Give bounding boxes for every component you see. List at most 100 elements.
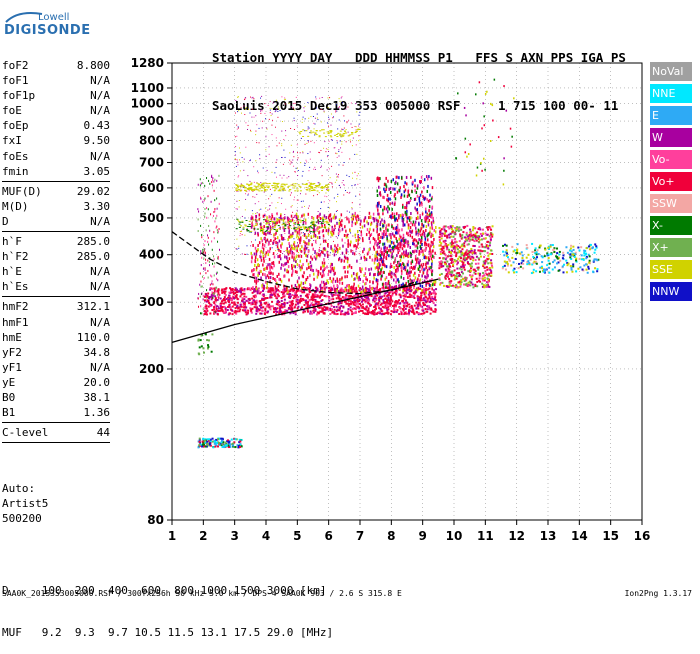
echo-point (415, 307, 417, 309)
echo-point (402, 216, 404, 219)
echo-point (395, 270, 397, 273)
echo-point (272, 215, 274, 218)
echo-point (316, 255, 318, 258)
echo-point (359, 289, 361, 291)
echo-point (300, 300, 302, 302)
echo-point (489, 269, 491, 271)
echo-point (452, 225, 454, 227)
echo-point (244, 159, 245, 160)
echo-point (286, 302, 288, 304)
echo-point (379, 312, 381, 314)
echo-point (538, 246, 540, 248)
echo-point (256, 287, 258, 290)
echo-point (341, 152, 342, 153)
echo-point (395, 304, 397, 306)
echo-point (269, 258, 271, 261)
echo-point (413, 238, 415, 241)
echo-point (526, 244, 528, 246)
echo-point (279, 234, 280, 235)
echo-point (475, 263, 477, 265)
echo-point (367, 278, 369, 281)
echo-point (391, 265, 393, 268)
echo-point (308, 170, 309, 171)
echo-point (281, 198, 282, 199)
echo-point (517, 243, 519, 245)
echo-point (431, 226, 433, 229)
echo-point (369, 272, 371, 275)
echo-point (297, 299, 299, 301)
echo-point (351, 311, 353, 313)
echo-point (386, 300, 388, 302)
echo-point (522, 263, 524, 265)
echo-point (535, 261, 537, 263)
echo-point (334, 249, 335, 250)
echo-point (337, 157, 338, 158)
echo-point (415, 255, 417, 258)
echo-point (364, 308, 366, 310)
echo-point (261, 284, 263, 287)
echo-point (362, 239, 364, 242)
echo-point (264, 313, 266, 315)
x-tick-label: 13 (540, 529, 557, 543)
echo-point (486, 234, 488, 236)
echo-point (448, 263, 450, 265)
echo-point (222, 299, 224, 301)
echo-point (300, 190, 302, 191)
echo-point (460, 229, 462, 231)
echo-point (255, 256, 257, 259)
echo-point (331, 139, 332, 140)
echo-point (466, 225, 468, 227)
echo-point (271, 125, 272, 126)
echo-point (357, 239, 359, 242)
echo-point (434, 304, 436, 306)
echo-point (356, 221, 358, 224)
echo-point (519, 253, 521, 255)
echo-point (419, 204, 421, 207)
echo-point (348, 313, 350, 315)
echo-point (330, 265, 332, 268)
echo-point (335, 294, 337, 296)
echo-point (503, 254, 505, 256)
echo-point (570, 265, 572, 267)
echo-point (508, 271, 510, 273)
echo-point (351, 185, 352, 186)
echo-point (337, 238, 338, 239)
echo-point (526, 257, 528, 259)
echo-point (275, 285, 277, 288)
echo-point (351, 289, 353, 292)
echo-point (419, 200, 421, 203)
echo-point (440, 266, 442, 268)
echo-point (381, 296, 383, 298)
echo-point (423, 268, 425, 271)
echo-point (320, 244, 321, 245)
echo-point (369, 212, 371, 215)
echo-point (382, 306, 384, 308)
echo-point (252, 244, 254, 247)
echo-point (467, 252, 469, 254)
echo-point (305, 163, 306, 164)
echo-point (442, 246, 444, 248)
echo-point (320, 150, 321, 151)
echo-point (215, 300, 217, 302)
echo-point (252, 97, 253, 98)
echo-point (250, 217, 252, 220)
echo-point (295, 284, 297, 287)
echo-point (350, 141, 351, 142)
echo-point (377, 220, 379, 223)
echo-point (268, 186, 270, 187)
echo-point (467, 236, 469, 238)
echo-point (356, 178, 357, 179)
echo-point (293, 187, 295, 188)
echo-point (486, 269, 488, 271)
echo-point (248, 109, 249, 110)
echo-point (266, 251, 268, 254)
echo-point (429, 227, 431, 230)
echo-point (266, 128, 267, 129)
echo-point (327, 189, 329, 190)
echo-point (439, 274, 441, 276)
echo-point (308, 233, 309, 234)
echo-point (450, 282, 452, 284)
echo-point (462, 278, 464, 280)
echo-point (378, 253, 380, 256)
echo-point (358, 126, 359, 127)
